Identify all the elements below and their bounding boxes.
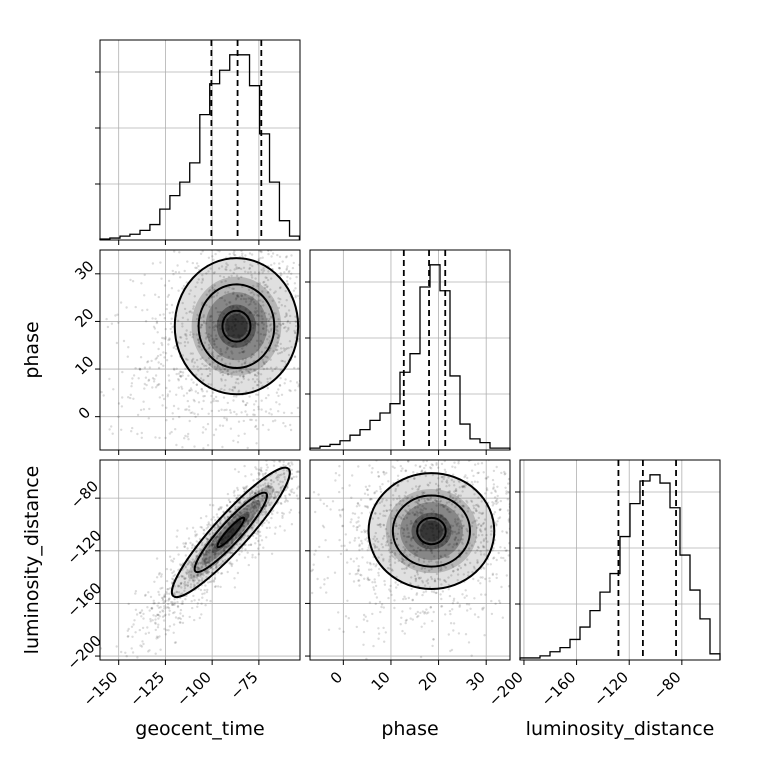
y-tick-label-phase-3: 30 (71, 257, 97, 283)
x-tick-label-luminosity_distance-1: −160 (538, 668, 580, 710)
y-tick-label-luminosity_distance-0: −200 (64, 632, 106, 674)
x-tick-label-phase-2: 20 (415, 668, 441, 694)
y-tick-label-phase-2: 20 (71, 305, 97, 331)
x-tick-label-luminosity_distance-2: −120 (590, 668, 632, 710)
panel-geocent_time-vs-phase (99, 249, 301, 451)
contour-geocent_time-vs-phase-0 (173, 257, 300, 396)
x-tick-label-geocent_time-0: −150 (80, 668, 122, 710)
y-tick-label-luminosity_distance-2: −120 (64, 526, 106, 568)
x-axis-label-phase: phase (381, 718, 438, 740)
contour-geocent_time-vs-luminosity_distance-2 (216, 516, 246, 549)
hist-luminosity_distance (515, 459, 721, 661)
y-tick-label-luminosity_distance-3: −80 (67, 477, 102, 512)
contour-phase-vs-luminosity_distance-1 (391, 494, 471, 568)
contour-geocent_time-vs-luminosity_distance-0 (170, 466, 291, 599)
contour-geocent_time-vs-luminosity_distance-1 (193, 491, 269, 574)
x-tick-label-phase-3: 30 (463, 668, 489, 694)
x-tick-label-phase-1: 10 (368, 668, 394, 694)
x-tick-label-geocent_time-3: −75 (227, 668, 262, 703)
panel-phase-vs-luminosity_distance (309, 459, 511, 661)
y-tick-label-phase-0: 0 (75, 403, 94, 422)
x-axis-label-geocent_time: geocent_time (135, 718, 264, 740)
y-tick-label-luminosity_distance-1: −160 (64, 579, 106, 621)
x-tick-label-geocent_time-2: −100 (173, 668, 215, 710)
x-axis-label-luminosity_distance: luminosity_distance (526, 718, 715, 740)
contour-geocent_time-vs-phase-1 (197, 283, 276, 369)
hist-line-geocent_time (99, 54, 301, 240)
contour-phase-vs-luminosity_distance-0 (367, 472, 496, 590)
x-tick-label-geocent_time-1: −125 (126, 668, 168, 710)
y-axis-label-luminosity_distance: luminosity_distance (21, 466, 43, 655)
hist-line-phase (309, 264, 511, 450)
hist-phase (305, 249, 511, 451)
x-tick-label-luminosity_distance-3: −80 (650, 668, 685, 703)
y-tick-label-phase-1: 10 (71, 352, 97, 378)
panel-geocent_time-vs-luminosity_distance (99, 459, 301, 661)
x-tick-label-phase-0: 0 (327, 668, 346, 687)
hist-geocent_time (95, 39, 301, 241)
y-axis-label-phase: phase (21, 321, 43, 378)
hist-line-luminosity_distance (519, 474, 721, 660)
x-tick-label-luminosity_distance-0: −200 (485, 668, 527, 710)
contour-geocent_time-vs-phase-2 (221, 309, 252, 343)
contour-phase-vs-luminosity_distance-2 (416, 516, 447, 546)
